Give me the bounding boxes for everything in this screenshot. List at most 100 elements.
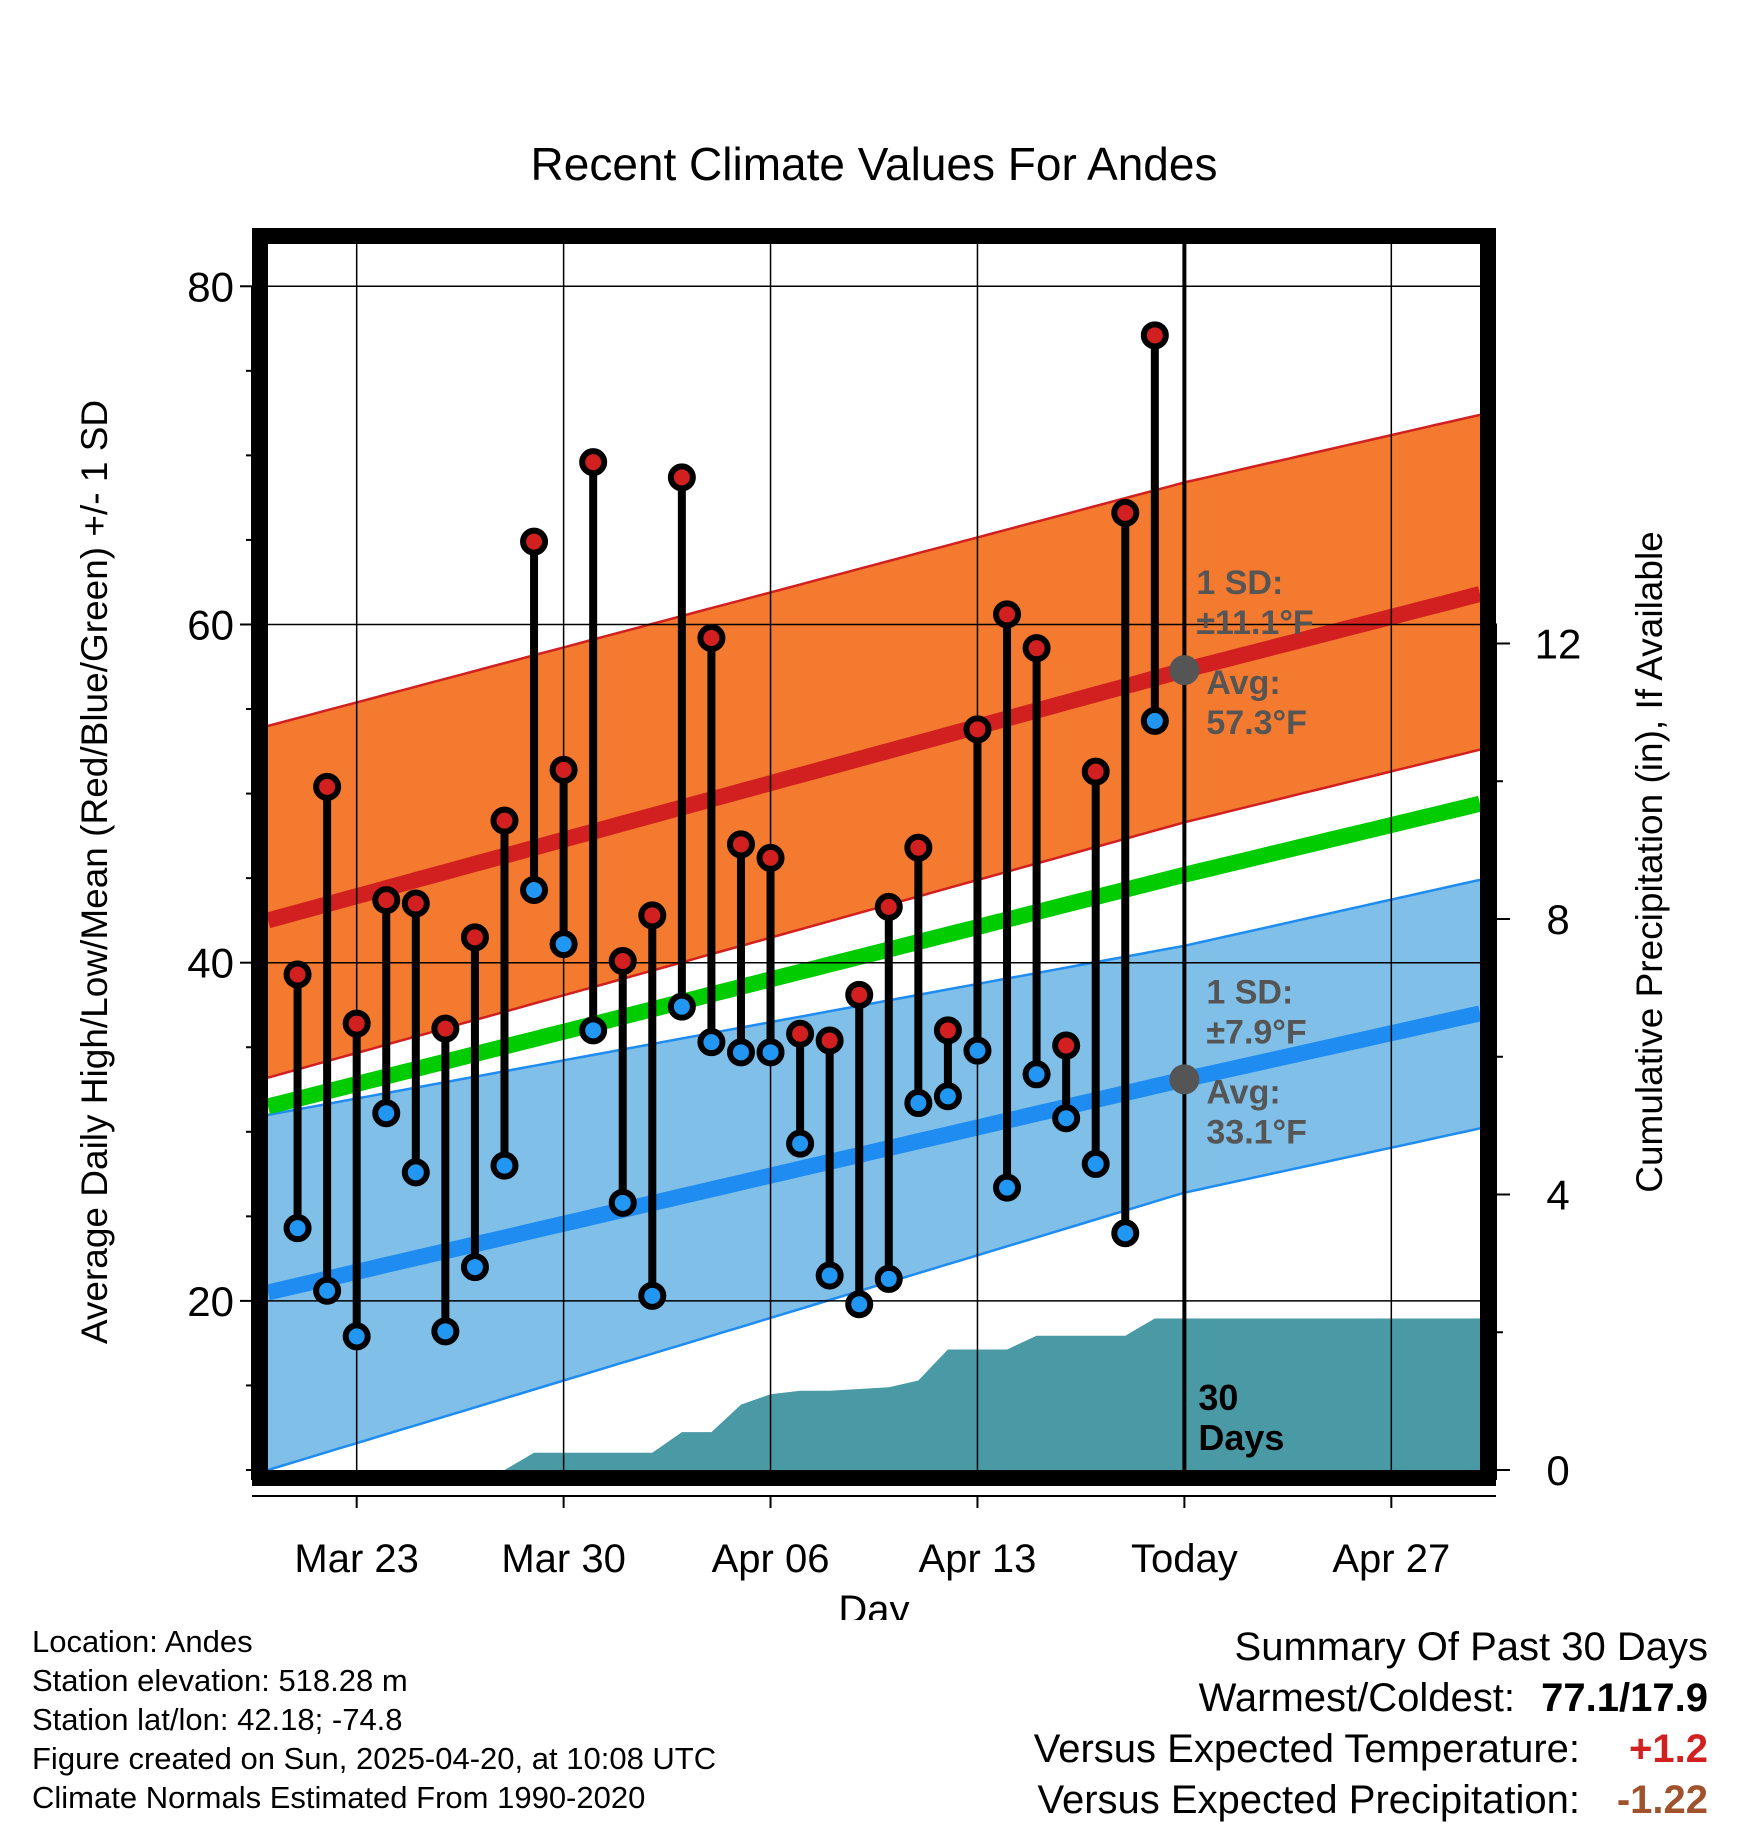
daily-high-point: [431, 1014, 460, 1043]
daily-low-point: [963, 1036, 992, 1065]
daily-low-point: [490, 1151, 519, 1180]
daily-low-point: [845, 1290, 874, 1319]
high-avg-value: 57.3°F: [1206, 704, 1307, 742]
climate-chart: Recent Climate Values For Andes 1 SD:±11…: [74, 138, 1670, 1620]
low-avg-value: 33.1°F: [1206, 1113, 1307, 1151]
low-sd-label: 1 SD:: [1206, 973, 1293, 1011]
daily-high-point: [1052, 1031, 1081, 1060]
daily-high-point: [313, 772, 342, 801]
daily-low-point: [726, 1038, 755, 1067]
summary-warmest-label: Warmest/Coldest:: [1198, 1676, 1515, 1720]
daily-high-point: [520, 527, 549, 556]
daily-high-point: [874, 892, 903, 921]
daily-low-point: [1052, 1104, 1081, 1133]
daily-low-point: [904, 1089, 933, 1118]
low-band-upper-edge: [268, 878, 1480, 1117]
daily-low-point: [549, 930, 578, 959]
info-elevation: Station elevation: 518.28 m: [32, 1663, 408, 1698]
x-axis-label: Day: [838, 1588, 909, 1620]
station-info: Location: Andes Station elevation: 518.2…: [32, 1622, 716, 1817]
daily-low-point: [933, 1082, 962, 1111]
x-tick-label: Mar 30: [501, 1537, 626, 1581]
daily-high-point: [579, 448, 608, 477]
daily-low-point: [372, 1099, 401, 1128]
daily-high-point: [993, 600, 1022, 629]
summary-precip-label: Versus Expected Precipitation:: [1037, 1778, 1580, 1822]
daily-high-point: [372, 886, 401, 915]
y-tick-label-right: 8: [1546, 896, 1569, 943]
daily-high-point: [667, 463, 696, 492]
y-tick-label-left: 20: [187, 1278, 234, 1325]
daily-high-point: [845, 980, 874, 1009]
daily-low-point: [520, 875, 549, 904]
daily-high-point: [283, 960, 312, 989]
daily-high-point: [1140, 321, 1169, 350]
days-label-text: Days: [1198, 1417, 1284, 1458]
low-band-lower-edge: [268, 1127, 1480, 1470]
high-band-lower-edge: [268, 748, 1480, 1079]
daily-low-point: [1111, 1219, 1140, 1248]
daily-high-point: [904, 833, 933, 862]
y-tick-label-left: 40: [187, 940, 234, 987]
precip-area: [504, 1318, 1480, 1470]
daily-high-point: [490, 806, 519, 835]
summary-temp-value: +1.2: [1629, 1727, 1708, 1771]
daily-low-point: [1022, 1060, 1051, 1089]
days-label-number: 30: [1198, 1377, 1238, 1418]
daily-high-point: [608, 946, 637, 975]
daily-low-point: [786, 1129, 815, 1158]
x-tick-label: Apr 06: [712, 1537, 830, 1581]
chart-title: Recent Climate Values For Andes: [531, 138, 1218, 190]
daily-high-point: [933, 1016, 962, 1045]
high-normal-band: [268, 414, 1480, 1078]
low-sd-value: ±7.9°F: [1206, 1013, 1306, 1051]
x-tick-label: Apr 27: [1332, 1537, 1450, 1581]
daily-low-point: [1081, 1149, 1110, 1178]
plot-frame: [252, 228, 1496, 1486]
info-latlon: Station lat/lon: 42.18; -74.8: [32, 1702, 403, 1737]
summary-warmest-value: 77.1/17.9: [1541, 1676, 1708, 1720]
daily-high-point: [726, 830, 755, 859]
y-tick-label-left: 60: [187, 601, 234, 648]
mean-normal-line: [268, 795, 1480, 1115]
daily-low-point: [460, 1253, 489, 1282]
daily-low-point: [342, 1322, 371, 1351]
x-tick-label: Mar 23: [294, 1537, 419, 1581]
summary-precip-value: -1.22: [1616, 1778, 1708, 1822]
daily-low-point: [874, 1264, 903, 1293]
summary-title: Summary Of Past 30 Days: [1234, 1625, 1708, 1669]
summary-precip-row: Versus Expected Precipitation: -1.22: [1034, 1775, 1708, 1826]
summary-warmest-row: Warmest/Coldest: 77.1/17.9: [1034, 1673, 1708, 1724]
daily-high-point: [401, 889, 430, 918]
daily-high-point: [549, 755, 578, 784]
info-created: Figure created on Sun, 2025-04-20, at 10…: [32, 1741, 717, 1776]
y-tick-label-right: 12: [1535, 620, 1582, 667]
daily-high-point: [638, 901, 667, 930]
daily-low-point: [756, 1038, 785, 1067]
high-avg-label: Avg:: [1206, 664, 1280, 702]
daily-low-point: [313, 1276, 342, 1305]
low-normal-line: [268, 1005, 1480, 1301]
y-axis-label-left: Average Daily High/Low/Mean (Red/Blue/Gr…: [74, 400, 115, 1344]
low-normal-band: [268, 879, 1480, 1470]
daily-high-point: [1022, 634, 1051, 663]
x-tick-label: Today: [1131, 1537, 1238, 1581]
daily-high-point: [697, 624, 726, 653]
low-avg-point: [1169, 1064, 1200, 1095]
daily-high-point: [1111, 498, 1140, 527]
high-band-upper-edge: [268, 413, 1480, 728]
high-normal-line: [268, 586, 1480, 929]
daily-low-point: [667, 992, 696, 1021]
daily-low-point: [283, 1214, 312, 1243]
daily-low-point: [815, 1261, 844, 1290]
x-tick-label: Apr 13: [919, 1537, 1037, 1581]
daily-high-point: [786, 1019, 815, 1048]
summary-panel: Summary Of Past 30 Days Warmest/Coldest:…: [1034, 1622, 1708, 1826]
high-sd-label: 1 SD:: [1196, 564, 1283, 602]
daily-high-point: [963, 715, 992, 744]
daily-low-point: [431, 1317, 460, 1346]
daily-low-point: [608, 1188, 637, 1217]
daily-high-point: [460, 923, 489, 952]
